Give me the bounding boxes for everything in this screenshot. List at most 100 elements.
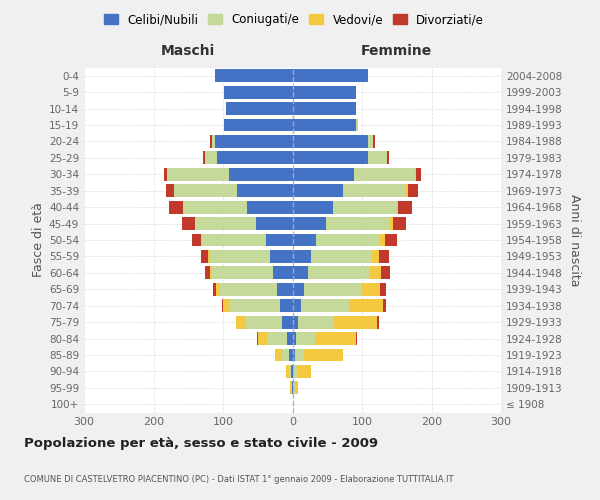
Bar <box>293 152 368 164</box>
Bar <box>293 86 356 98</box>
Bar <box>217 152 293 164</box>
Bar <box>166 184 175 197</box>
Bar <box>212 283 216 296</box>
Bar <box>361 283 380 296</box>
Bar <box>291 382 292 394</box>
Bar <box>194 217 195 230</box>
Bar <box>258 332 268 345</box>
Bar <box>175 184 237 197</box>
Bar <box>280 300 293 312</box>
Bar <box>298 316 334 328</box>
Bar <box>221 300 223 312</box>
Bar <box>237 184 293 197</box>
Text: Popolazione per età, sesso e stato civile - 2009: Popolazione per età, sesso e stato civil… <box>24 438 378 450</box>
Bar <box>266 234 293 246</box>
Bar <box>387 152 389 164</box>
Bar <box>301 300 349 312</box>
Bar <box>256 217 293 230</box>
Bar <box>293 234 316 246</box>
Bar <box>164 168 167 180</box>
Bar <box>229 168 293 180</box>
Bar <box>289 365 291 378</box>
Bar <box>203 152 205 164</box>
Bar <box>293 382 295 394</box>
Bar <box>211 135 212 148</box>
Bar <box>195 217 256 230</box>
Bar <box>292 382 293 394</box>
Bar <box>385 234 397 246</box>
Bar <box>212 266 273 280</box>
Bar <box>210 266 212 280</box>
Bar <box>349 300 383 312</box>
Bar <box>293 300 301 312</box>
Bar <box>230 300 280 312</box>
Bar <box>415 168 416 180</box>
Bar <box>290 382 291 394</box>
Bar <box>316 234 380 246</box>
Bar <box>275 348 282 362</box>
Bar <box>398 200 412 213</box>
Bar <box>356 118 358 132</box>
Bar <box>205 266 210 280</box>
Y-axis label: Anni di nascita: Anni di nascita <box>568 194 581 286</box>
Bar <box>293 102 356 115</box>
Bar <box>282 316 293 328</box>
Bar <box>368 152 387 164</box>
Text: COMUNE DI CASTELVETRO PIACENTINO (PC) - Dati ISTAT 1° gennaio 2009 - Elaborazion: COMUNE DI CASTELVETRO PIACENTINO (PC) - … <box>24 476 454 484</box>
Bar <box>208 250 209 263</box>
Bar <box>247 200 293 213</box>
Bar <box>282 348 289 362</box>
Bar <box>215 135 293 148</box>
Bar <box>212 135 215 148</box>
Bar <box>295 382 298 394</box>
Bar <box>416 168 421 180</box>
Bar <box>273 266 293 280</box>
Bar <box>291 365 293 378</box>
Bar <box>192 234 202 246</box>
Bar <box>372 250 379 263</box>
Bar <box>202 234 266 246</box>
Bar <box>224 86 293 98</box>
Bar <box>326 217 390 230</box>
Bar <box>406 184 408 197</box>
Bar <box>209 250 270 263</box>
Bar <box>257 332 258 345</box>
Bar <box>184 200 247 213</box>
Bar <box>216 283 220 296</box>
Bar <box>356 332 357 345</box>
Bar <box>293 118 356 132</box>
Bar <box>215 70 293 82</box>
Bar <box>308 266 369 280</box>
Bar <box>246 316 282 328</box>
Bar <box>220 283 277 296</box>
Bar <box>311 250 372 263</box>
Bar <box>383 300 386 312</box>
Bar <box>293 200 333 213</box>
Bar <box>169 200 182 213</box>
Bar <box>293 168 353 180</box>
Bar <box>368 135 373 148</box>
Bar <box>293 184 343 197</box>
Bar <box>380 234 385 246</box>
Bar <box>382 266 390 280</box>
Bar <box>304 348 343 362</box>
Bar <box>293 250 311 263</box>
Bar <box>293 135 368 148</box>
Bar <box>296 332 316 345</box>
Bar <box>369 266 382 280</box>
Bar <box>380 283 386 296</box>
Bar <box>296 365 311 378</box>
Text: Femmine: Femmine <box>361 44 433 58</box>
Bar <box>379 250 389 263</box>
Bar <box>224 118 293 132</box>
Bar <box>268 332 287 345</box>
Bar <box>286 365 289 378</box>
Bar <box>304 283 361 296</box>
Bar <box>223 300 230 312</box>
Legend: Celibi/Nubili, Coniugati/e, Vedovi/e, Divorziati/e: Celibi/Nubili, Coniugati/e, Vedovi/e, Di… <box>99 8 489 31</box>
Bar <box>289 348 293 362</box>
Bar <box>293 283 304 296</box>
Bar <box>205 152 217 164</box>
Bar <box>293 266 308 280</box>
Bar <box>270 250 293 263</box>
